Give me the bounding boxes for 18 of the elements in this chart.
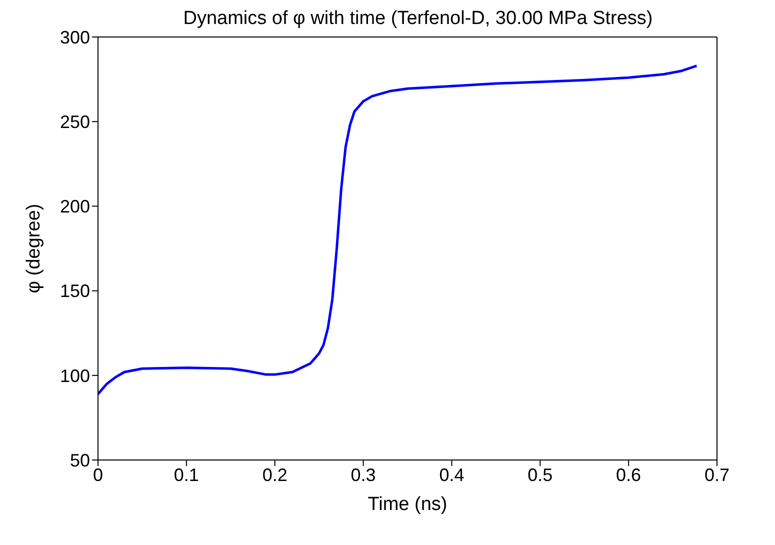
line-series — [98, 64, 698, 396]
y-tick-label: 50 — [70, 450, 90, 470]
y-axis-title: φ (degree) — [24, 204, 45, 294]
chart-title: Dynamics of φ with time (Terfenol-D, 30.00 MPa Stress) — [183, 8, 653, 29]
x-axis-title: Time (ns) — [368, 494, 448, 515]
x-tick-label: 0 — [92, 464, 104, 485]
x-tick-label: 0.6 — [616, 464, 642, 485]
x-tick-label: 0.4 — [439, 464, 464, 485]
x-tick-label: 0.5 — [528, 464, 553, 485]
y-tick-label: 100 — [60, 366, 90, 386]
x-tick-label: 0.1 — [174, 464, 199, 485]
x-tick-label: 0.3 — [350, 464, 376, 485]
y-tick-label: 300 — [60, 27, 90, 48]
x-tick-label: 0.7 — [704, 464, 730, 485]
y-tick-label: 250 — [60, 112, 90, 132]
x-tick-label: 0.2 — [262, 464, 288, 485]
y-tick-label: 200 — [60, 196, 90, 217]
y-tick-label: 150 — [60, 281, 90, 302]
